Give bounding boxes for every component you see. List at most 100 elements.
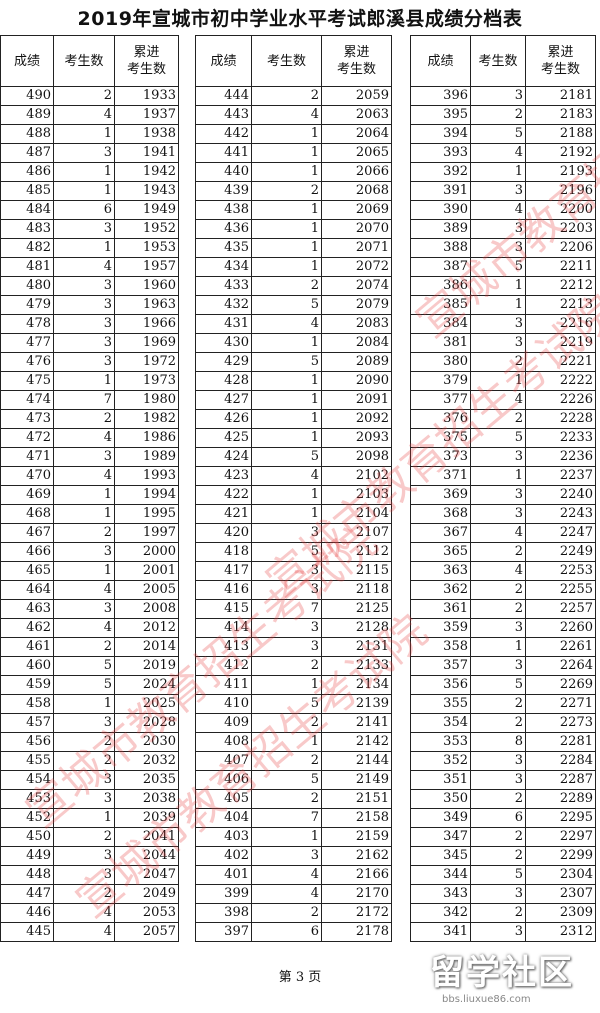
cell-cumulative: 2005 (114, 580, 179, 600)
page-number: 第 3 页 (278, 970, 322, 985)
cell-cumulative: 1943 (114, 181, 179, 201)
cell-score: 467 (0, 523, 54, 543)
table-row: 469 1 1994 (0, 485, 179, 505)
table-row: 479 3 1963 (0, 295, 179, 315)
table-row: 432 5 2079 (195, 295, 392, 315)
table-row: 441 1 2065 (195, 143, 392, 163)
cell-count: 3 (53, 713, 115, 733)
cell-score: 438 (195, 200, 252, 220)
cell-count: 5 (251, 542, 322, 562)
cell-count: 1 (251, 124, 322, 144)
cell-count: 4 (53, 257, 115, 277)
cell-score: 426 (195, 409, 252, 429)
table-row: 401 4 2166 (195, 865, 392, 885)
cell-score: 361 (410, 599, 471, 619)
cell-score: 375 (410, 428, 471, 448)
cell-count: 6 (53, 200, 115, 220)
cell-count: 1 (53, 694, 115, 714)
cell-score: 368 (410, 504, 471, 524)
cell-score: 430 (195, 333, 252, 353)
cell-count: 4 (470, 390, 526, 410)
table-row: 422 1 2103 (195, 485, 392, 505)
cell-score: 445 (0, 922, 54, 942)
table-row: 442 1 2064 (195, 124, 392, 144)
table-row: 386 1 2212 (410, 276, 596, 296)
cell-count: 5 (470, 124, 526, 144)
cell-count: 1 (251, 409, 322, 429)
table-row: 342 2 2309 (410, 903, 596, 923)
cell-score: 357 (410, 656, 471, 676)
cell-count: 1 (53, 485, 115, 505)
cell-cumulative: 2237 (525, 466, 596, 486)
cell-cumulative: 2072 (321, 257, 392, 277)
cell-count: 1 (470, 162, 526, 182)
cell-score: 367 (410, 523, 471, 543)
cell-count: 2 (53, 732, 115, 752)
cell-count: 2 (470, 846, 526, 866)
table-row: 395 2 2183 (410, 105, 596, 125)
cell-count: 2 (251, 713, 322, 733)
table-row: 440 1 2066 (195, 162, 392, 182)
cell-score: 457 (0, 713, 54, 733)
site-logo: 留学社区 bbs.liuxue86.com (430, 945, 595, 1005)
header-cumulative: 累进 考生数 (525, 35, 596, 87)
cell-count: 2 (53, 86, 115, 106)
cell-cumulative: 2025 (114, 694, 179, 714)
cell-cumulative: 2001 (114, 561, 179, 581)
score-table-group-1: 成绩 考生数 累进 考生数 490 2 1933 489 4 1937 488 1 1938 487 3 19… (0, 35, 179, 942)
cell-score: 345 (410, 846, 471, 866)
cell-cumulative: 2134 (321, 675, 392, 695)
cell-cumulative: 2216 (525, 314, 596, 334)
cell-cumulative: 2170 (321, 884, 392, 904)
cell-cumulative: 1937 (114, 105, 179, 125)
cell-score: 363 (410, 561, 471, 581)
header-row: 成绩 考生数 累进 考生数 (0, 35, 179, 87)
header-cumulative: 累进 考生数 (114, 35, 179, 87)
cell-cumulative: 1993 (114, 466, 179, 486)
cell-count: 3 (470, 181, 526, 201)
table-row: 463 3 2008 (0, 599, 179, 619)
table-row: 407 2 2144 (195, 751, 392, 771)
cell-cumulative: 2047 (114, 865, 179, 885)
table-row: 354 2 2273 (410, 713, 596, 733)
cell-cumulative: 1949 (114, 200, 179, 220)
cell-score: 418 (195, 542, 252, 562)
table-row: 368 3 2243 (410, 504, 596, 524)
cell-count: 1 (470, 276, 526, 296)
header-row: 成绩 考生数 累进 考生数 (410, 35, 596, 87)
cell-count: 3 (53, 770, 115, 790)
cell-score: 414 (195, 618, 252, 638)
cell-count: 3 (53, 789, 115, 809)
cell-score: 469 (0, 485, 54, 505)
table-row: 478 3 1966 (0, 314, 179, 334)
cell-cumulative: 2222 (525, 371, 596, 391)
table-row: 347 2 2297 (410, 827, 596, 847)
cell-cumulative: 2188 (525, 124, 596, 144)
cell-cumulative: 1953 (114, 238, 179, 258)
cell-count: 2 (53, 827, 115, 847)
cell-count: 4 (251, 884, 322, 904)
table-row: 462 4 2012 (0, 618, 179, 638)
cell-score: 388 (410, 238, 471, 258)
cell-score: 377 (410, 390, 471, 410)
table-row: 388 3 2206 (410, 238, 596, 258)
table-row: 418 5 2112 (195, 542, 392, 562)
cell-cumulative: 2295 (525, 808, 596, 828)
table-row: 349 6 2295 (410, 808, 596, 828)
cell-score: 480 (0, 276, 54, 296)
cell-count: 4 (53, 618, 115, 638)
cell-cumulative: 1995 (114, 504, 179, 524)
cell-cumulative: 2028 (114, 713, 179, 733)
cell-count: 4 (53, 580, 115, 600)
table-row: 356 5 2269 (410, 675, 596, 695)
table-row: 486 1 1942 (0, 162, 179, 182)
cell-count: 5 (53, 656, 115, 676)
cell-score: 475 (0, 371, 54, 391)
cell-count: 3 (53, 219, 115, 239)
cell-count: 3 (470, 922, 526, 942)
cell-cumulative: 2260 (525, 618, 596, 638)
cell-cumulative: 2284 (525, 751, 596, 771)
cell-cumulative: 2183 (525, 105, 596, 125)
cell-cumulative: 1982 (114, 409, 179, 429)
table-row: 409 2 2141 (195, 713, 392, 733)
